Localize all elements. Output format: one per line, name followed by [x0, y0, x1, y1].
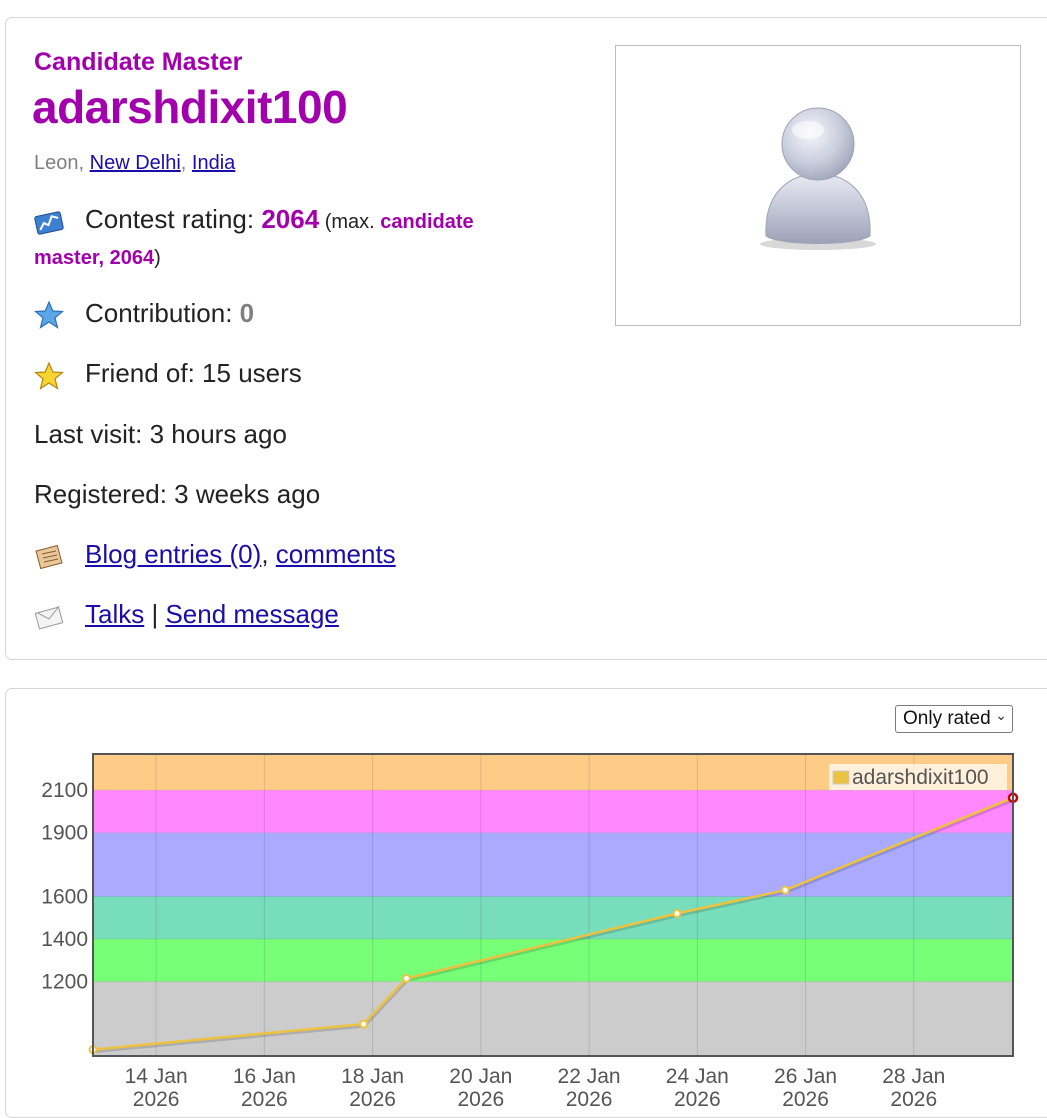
legend-background — [829, 764, 1007, 790]
rating-max-value: master, 2064 — [34, 247, 155, 269]
x-tick-label: 20 Jan — [449, 1065, 512, 1088]
data-point — [359, 1019, 369, 1029]
contribution-label: Contribution: — [85, 298, 240, 328]
envelope-icon — [34, 605, 64, 630]
user-handle: adarshdixit100 — [32, 81, 348, 133]
x-tick-label: 26 Jan — [774, 1065, 837, 1088]
rating-max-prefix: (max. — [319, 211, 381, 233]
x-tick-label: 16 Jan — [233, 1065, 296, 1088]
y-tick-label: 1600 — [41, 885, 88, 908]
user-rank: Candidate Master — [34, 48, 243, 76]
contest-rating-line: Contest rating: 2064 (max. candidate mas… — [34, 204, 594, 274]
talks-link[interactable]: Talks — [85, 599, 145, 629]
friends-count: Friend of: 15 users — [85, 358, 302, 388]
location-region-link[interactable]: New Delhi — [89, 152, 181, 174]
gold-star-icon — [34, 361, 64, 390]
default-user-avatar — [760, 107, 876, 250]
plot-border — [92, 753, 1014, 1057]
y-tick-label: 2100 — [41, 779, 88, 802]
x-tick-label: 24 Jan — [666, 1065, 729, 1088]
friends-line: Friend of: 15 users — [34, 358, 434, 392]
x-tick-label: 14 Jan — [125, 1065, 188, 1088]
y-tick-label: 1200 — [41, 971, 88, 994]
series-line-shadow — [93, 798, 1015, 1054]
avatar — [615, 45, 1021, 326]
notebook-icon — [35, 544, 63, 570]
data-point — [401, 973, 411, 983]
y-tick-label: 1400 — [41, 928, 88, 951]
last-visit: Last visit: 3 hours ago — [34, 419, 287, 449]
user-location: Leon, New Delhi, India — [34, 152, 235, 175]
comments-link[interactable]: comments — [275, 539, 396, 569]
talks-line: Talks | Send message — [34, 599, 484, 633]
profile-card: Candidate Master adarshdixit100 Leon, Ne… — [5, 17, 1047, 660]
rating-label: Contest rating: — [85, 204, 262, 234]
rated-filter-select[interactable]: Only rated ⌄ — [895, 705, 1013, 733]
rating-max-suffix: ) — [154, 247, 161, 269]
rating-max-rank: candidate — [380, 211, 474, 233]
location-country-link[interactable]: India — [191, 152, 236, 174]
send-message-link[interactable]: Send message — [165, 599, 339, 629]
registered: Registered: 3 weeks ago — [34, 479, 321, 509]
x-tick-label: 22 Jan — [558, 1065, 621, 1088]
rating-graph-icon — [34, 211, 64, 235]
series-line — [92, 796, 1014, 1051]
x-tick-label: 28 Jan — [882, 1065, 945, 1088]
blue-star-icon — [34, 300, 64, 329]
rating-band — [93, 790, 1013, 833]
chevron-down-icon: ⌄ — [995, 707, 1007, 723]
data-point — [780, 885, 790, 895]
rating-band — [93, 939, 1013, 982]
rating-graph-card: Only rated ⌄ 1200 1400 1600 1900 2100 14 Jan… — [5, 688, 1047, 1118]
rating-value: 2064 — [261, 204, 320, 234]
legend-swatch — [832, 770, 850, 785]
location-separator: , — [180, 152, 192, 174]
rating-band — [93, 832, 1013, 897]
rating-band — [93, 981, 1013, 1056]
x-tick-label: 18 Jan — [341, 1065, 404, 1088]
blog-line: Blog entries (0), comments — [34, 539, 484, 573]
blog-separator: , — [261, 539, 276, 569]
talks-separator: | — [144, 599, 166, 629]
contribution-value: 0 — [239, 298, 255, 328]
y-tick-label: 1900 — [41, 822, 88, 845]
contribution-line: Contribution: 0 — [34, 298, 434, 332]
legend-label: adarshdixit100 — [852, 766, 989, 789]
location-city: Leon — [34, 152, 79, 174]
data-point — [672, 909, 682, 919]
blog-entries-link[interactable]: Blog entries (0) — [85, 539, 262, 569]
location-separator: , — [78, 152, 90, 174]
rating-band — [93, 896, 1013, 940]
rated-filter-value: Only rated — [903, 708, 991, 729]
